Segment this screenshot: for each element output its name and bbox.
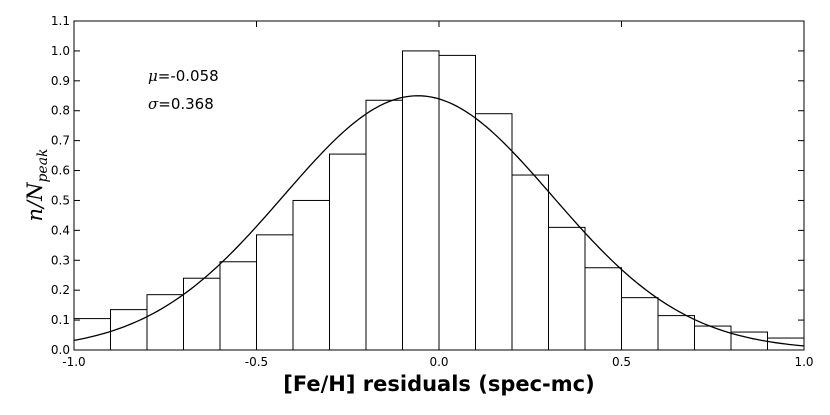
y-tick-label: 0.8 [51, 104, 70, 118]
y-axis-label: n/Npeak [23, 148, 51, 221]
x-tick-label: 0.0 [429, 355, 448, 369]
sigma-value: =0.368 [158, 95, 214, 113]
y-tick-label: 0.4 [51, 223, 70, 237]
y-tick-label: 0.0 [51, 343, 70, 357]
histogram-bar [219, 261, 257, 351]
histogram-bar [438, 54, 476, 351]
histogram-bar [146, 294, 184, 351]
histogram-bar [621, 297, 659, 351]
y-axis-label-subscript: peak [35, 148, 51, 182]
mu-value: =-0.058 [158, 67, 219, 85]
y-tick-label: 0.9 [51, 74, 70, 88]
y-tick-label: 0.6 [51, 164, 70, 178]
x-tick-label: -1.0 [62, 355, 85, 369]
sigma-annotation: σ=0.368 [148, 95, 214, 113]
histogram-bar [511, 174, 549, 351]
y-tick-label: 1.1 [51, 14, 70, 28]
x-axis-label: [Fe/H] residuals (spec-mc) [283, 372, 594, 396]
histogram-bar [256, 234, 294, 351]
sigma-symbol: σ [148, 95, 159, 113]
y-tick-label: 0.7 [51, 134, 70, 148]
x-tick-label: 1.0 [794, 355, 813, 369]
x-tick-label: -0.5 [245, 355, 268, 369]
histogram-bar [694, 325, 732, 351]
y-axis-label-main: n/N [23, 182, 47, 222]
histogram-bar [657, 315, 695, 351]
histogram-bar [329, 153, 367, 351]
y-tick-label: 0.5 [51, 193, 70, 207]
svg-text:n/Npeak: n/Npeak [23, 148, 51, 221]
y-tick-label: 0.2 [51, 283, 70, 297]
histogram-bar [548, 226, 586, 351]
y-tick-label: 0.3 [51, 253, 70, 267]
axis-ticks: -1.0 -0.5 0.0 0.5 1.0 0.0 0.1 0.2 0.3 0.4 0.5 0.6 0.… [51, 14, 814, 369]
x-tick-label: 0.5 [612, 355, 631, 369]
histogram-bar [183, 277, 221, 351]
y-tick-label: 1.0 [51, 44, 70, 58]
mu-symbol: μ [148, 67, 158, 85]
histogram-bar [292, 199, 330, 351]
histogram-bar [365, 99, 403, 351]
histogram-bar [73, 318, 111, 351]
histogram-bar [584, 267, 622, 351]
mu-annotation: μ=-0.058 [148, 67, 219, 85]
gaussian-fit-curve [73, 95, 805, 347]
histogram-bar [475, 113, 513, 351]
y-tick-label: 0.1 [51, 313, 70, 327]
